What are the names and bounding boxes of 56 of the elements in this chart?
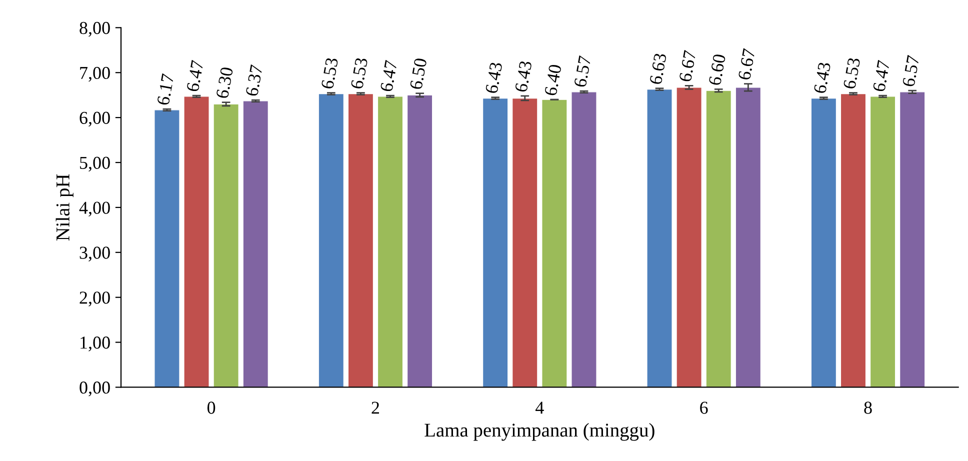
data-label: 6.60	[708, 54, 726, 86]
x-tick-label: 0	[207, 402, 216, 414]
data-label: 6.67	[678, 50, 696, 82]
bar	[213, 104, 239, 388]
y-tick-label: 3,00	[80, 246, 110, 262]
data-label: 6.30	[216, 66, 234, 99]
data-label: 6.43	[814, 62, 831, 94]
x-tick-label: 8	[864, 402, 872, 414]
y-tick-label: 4,00	[79, 202, 110, 216]
y-tick-label: 5,00	[80, 156, 110, 172]
data-label: 6.53	[350, 57, 368, 90]
y-tick-label: 0,00	[80, 381, 110, 396]
x-axis-title: Lama penyimpanan (minggu)	[424, 423, 654, 441]
x-tick-label: 2	[372, 402, 379, 414]
data-label: 6.57	[902, 54, 920, 87]
data-label: 6.47	[380, 60, 398, 92]
bar	[482, 98, 508, 388]
data-label: 6.53	[321, 57, 338, 90]
bar	[377, 96, 404, 388]
bar	[706, 90, 732, 388]
data-label: 6.47	[186, 60, 204, 92]
bar	[810, 98, 837, 388]
bar	[571, 92, 597, 388]
data-label: 6.47	[872, 60, 890, 92]
y-axis-title: Nilai pH	[56, 174, 74, 241]
bar	[406, 94, 433, 388]
bar	[542, 99, 568, 388]
y-tick-label: 8,00	[80, 22, 110, 37]
bar	[676, 87, 702, 388]
bar	[646, 88, 672, 388]
bar	[840, 93, 866, 388]
data-label: 6.40	[544, 64, 562, 96]
bar	[870, 96, 896, 388]
data-label: 6.17	[156, 73, 174, 106]
y-tick-label: 1,00	[80, 336, 110, 352]
x-tick-label: 6	[700, 402, 708, 414]
bar	[735, 87, 762, 388]
data-label: 6.63	[649, 52, 667, 85]
y-tick-label: 2,00	[80, 292, 110, 306]
bar	[512, 98, 538, 388]
bar	[899, 92, 926, 388]
bar	[154, 110, 180, 388]
bar	[184, 96, 210, 388]
bar	[318, 93, 344, 388]
data-label: 6.53	[843, 57, 860, 90]
bar	[242, 100, 269, 388]
data-label: 6.57	[574, 55, 592, 88]
y-tick-label: 6,00	[80, 112, 110, 127]
y-tick-label: 7,00	[80, 66, 110, 82]
data-label: 6.67	[738, 48, 756, 80]
data-label: 6.43	[514, 60, 532, 92]
data-label: 6.43	[485, 62, 502, 94]
data-label: 6.37	[246, 64, 263, 96]
bar	[348, 93, 374, 388]
data-label: 6.50	[410, 58, 427, 90]
x-tick-label: 4	[536, 402, 544, 414]
